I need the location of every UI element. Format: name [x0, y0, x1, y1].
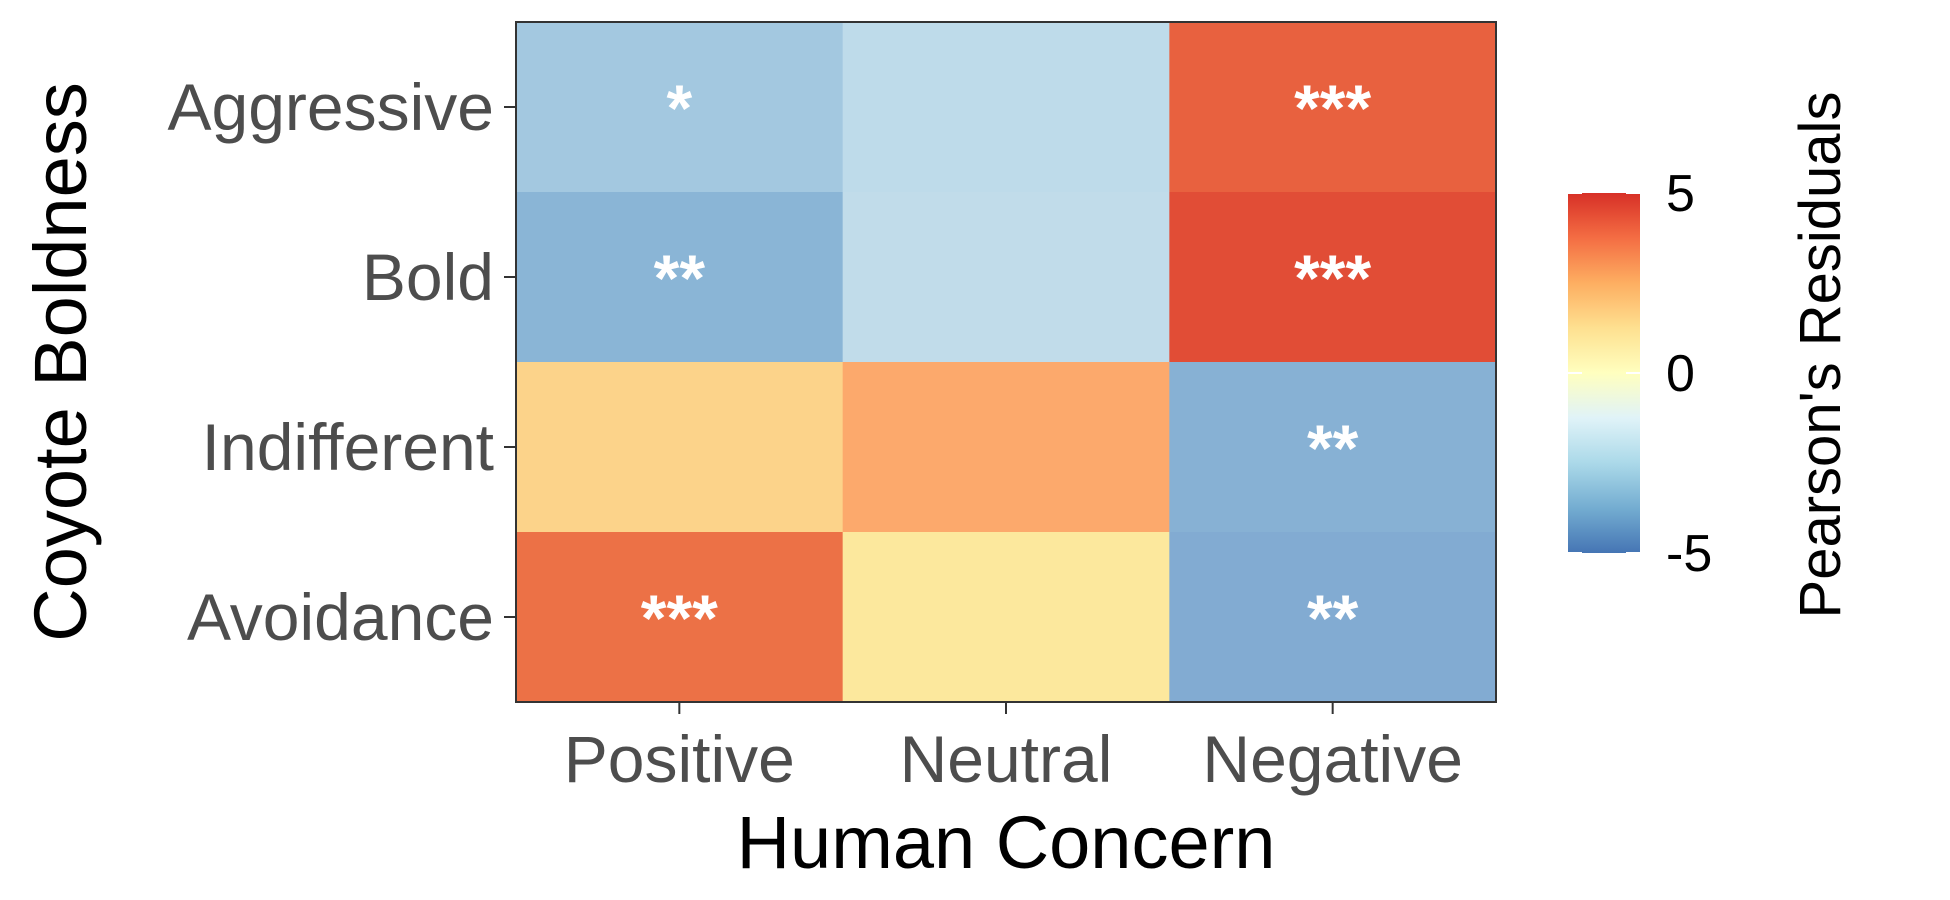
significance-label: *** [1294, 71, 1371, 145]
y-tick-label: Indifferent [202, 410, 494, 484]
heatmap-cells: * ***** ******** ** [516, 22, 1497, 703]
y-tick-label: Aggressive [168, 70, 495, 144]
legend-tick-label: 5 [1666, 165, 1695, 223]
heatmap-cell [1169, 192, 1497, 363]
heatmap-cell [842, 532, 1170, 703]
significance-label: *** [641, 581, 718, 655]
heatmap-cell [842, 362, 1170, 533]
heatmap-cell [516, 192, 844, 363]
heatmap-cell [1169, 362, 1497, 533]
heatmap-cell [1169, 22, 1497, 193]
x-tick-label: Positive [564, 722, 795, 796]
heatmap-cell [516, 22, 844, 193]
heatmap-cell [516, 532, 844, 703]
heatmap-cell [516, 362, 844, 533]
legend-tick-label: 0 [1666, 345, 1695, 403]
color-legend: 5 0 -5 [1568, 165, 1712, 583]
heatmap-cell [842, 192, 1170, 363]
significance-label: ** [1307, 581, 1359, 655]
heatmap-cell [1169, 532, 1497, 703]
heatmap-cell [842, 22, 1170, 193]
significance-label: * [666, 71, 692, 145]
legend-tick-label: -5 [1666, 525, 1712, 583]
y-tick-label: Avoidance [187, 580, 494, 654]
x-tick-label: Neutral [900, 722, 1113, 796]
y-axis-title: Coyote Boldness [19, 82, 102, 641]
x-tick-label: Negative [1202, 722, 1463, 796]
significance-label: ** [1307, 411, 1359, 485]
axes: Positive Neutral Negative Aggressive Bold Ind… [168, 70, 1463, 796]
significance-label: ** [654, 241, 706, 315]
significance-label: *** [1294, 241, 1371, 315]
y-tick-label: Bold [362, 240, 494, 314]
x-axis-title: Human Concern [737, 801, 1276, 884]
legend-title: Pearson's Residuals [1788, 92, 1853, 619]
